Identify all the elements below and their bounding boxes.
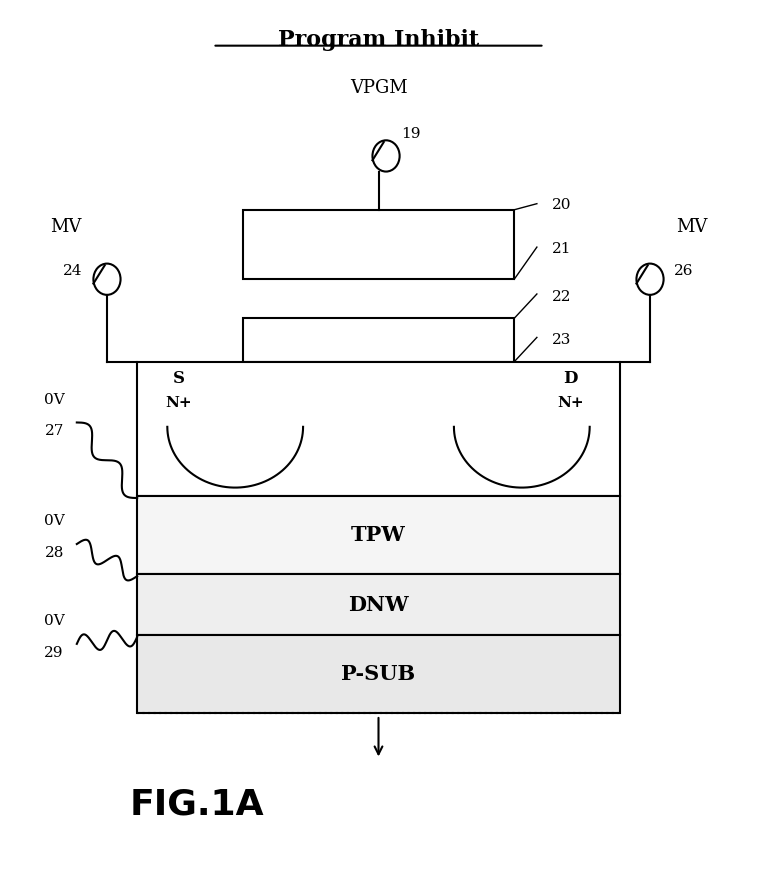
Text: FIG.1A: FIG.1A (129, 787, 264, 821)
Text: 24: 24 (64, 264, 83, 278)
Text: 20: 20 (552, 199, 572, 213)
Bar (137, 361, 620, 496)
Bar (243, 318, 514, 361)
Text: P-SUB: P-SUB (341, 665, 416, 685)
Text: 21: 21 (552, 242, 572, 256)
Text: 0V: 0V (44, 614, 64, 628)
Bar (137, 574, 620, 635)
Text: 27: 27 (45, 424, 64, 438)
Text: 22: 22 (552, 289, 572, 304)
Text: 0V: 0V (44, 515, 64, 529)
Bar (137, 635, 620, 713)
Text: 0V: 0V (44, 393, 64, 407)
Bar (243, 210, 514, 280)
Bar (137, 496, 620, 574)
Text: TPW: TPW (351, 525, 406, 545)
Text: 19: 19 (401, 127, 421, 141)
Text: Program Inhibit: Program Inhibit (278, 30, 479, 51)
Text: N+: N+ (557, 396, 584, 410)
Text: VPGM: VPGM (350, 79, 407, 97)
Text: MV: MV (676, 218, 707, 236)
Text: N+: N+ (165, 396, 192, 410)
Text: MV: MV (50, 218, 81, 236)
Text: 23: 23 (552, 333, 572, 347)
Text: 28: 28 (45, 546, 64, 560)
Text: D: D (563, 370, 578, 388)
Text: 29: 29 (45, 645, 64, 659)
Text: 26: 26 (674, 264, 693, 278)
Text: S: S (173, 370, 185, 388)
Text: DNW: DNW (348, 595, 409, 615)
